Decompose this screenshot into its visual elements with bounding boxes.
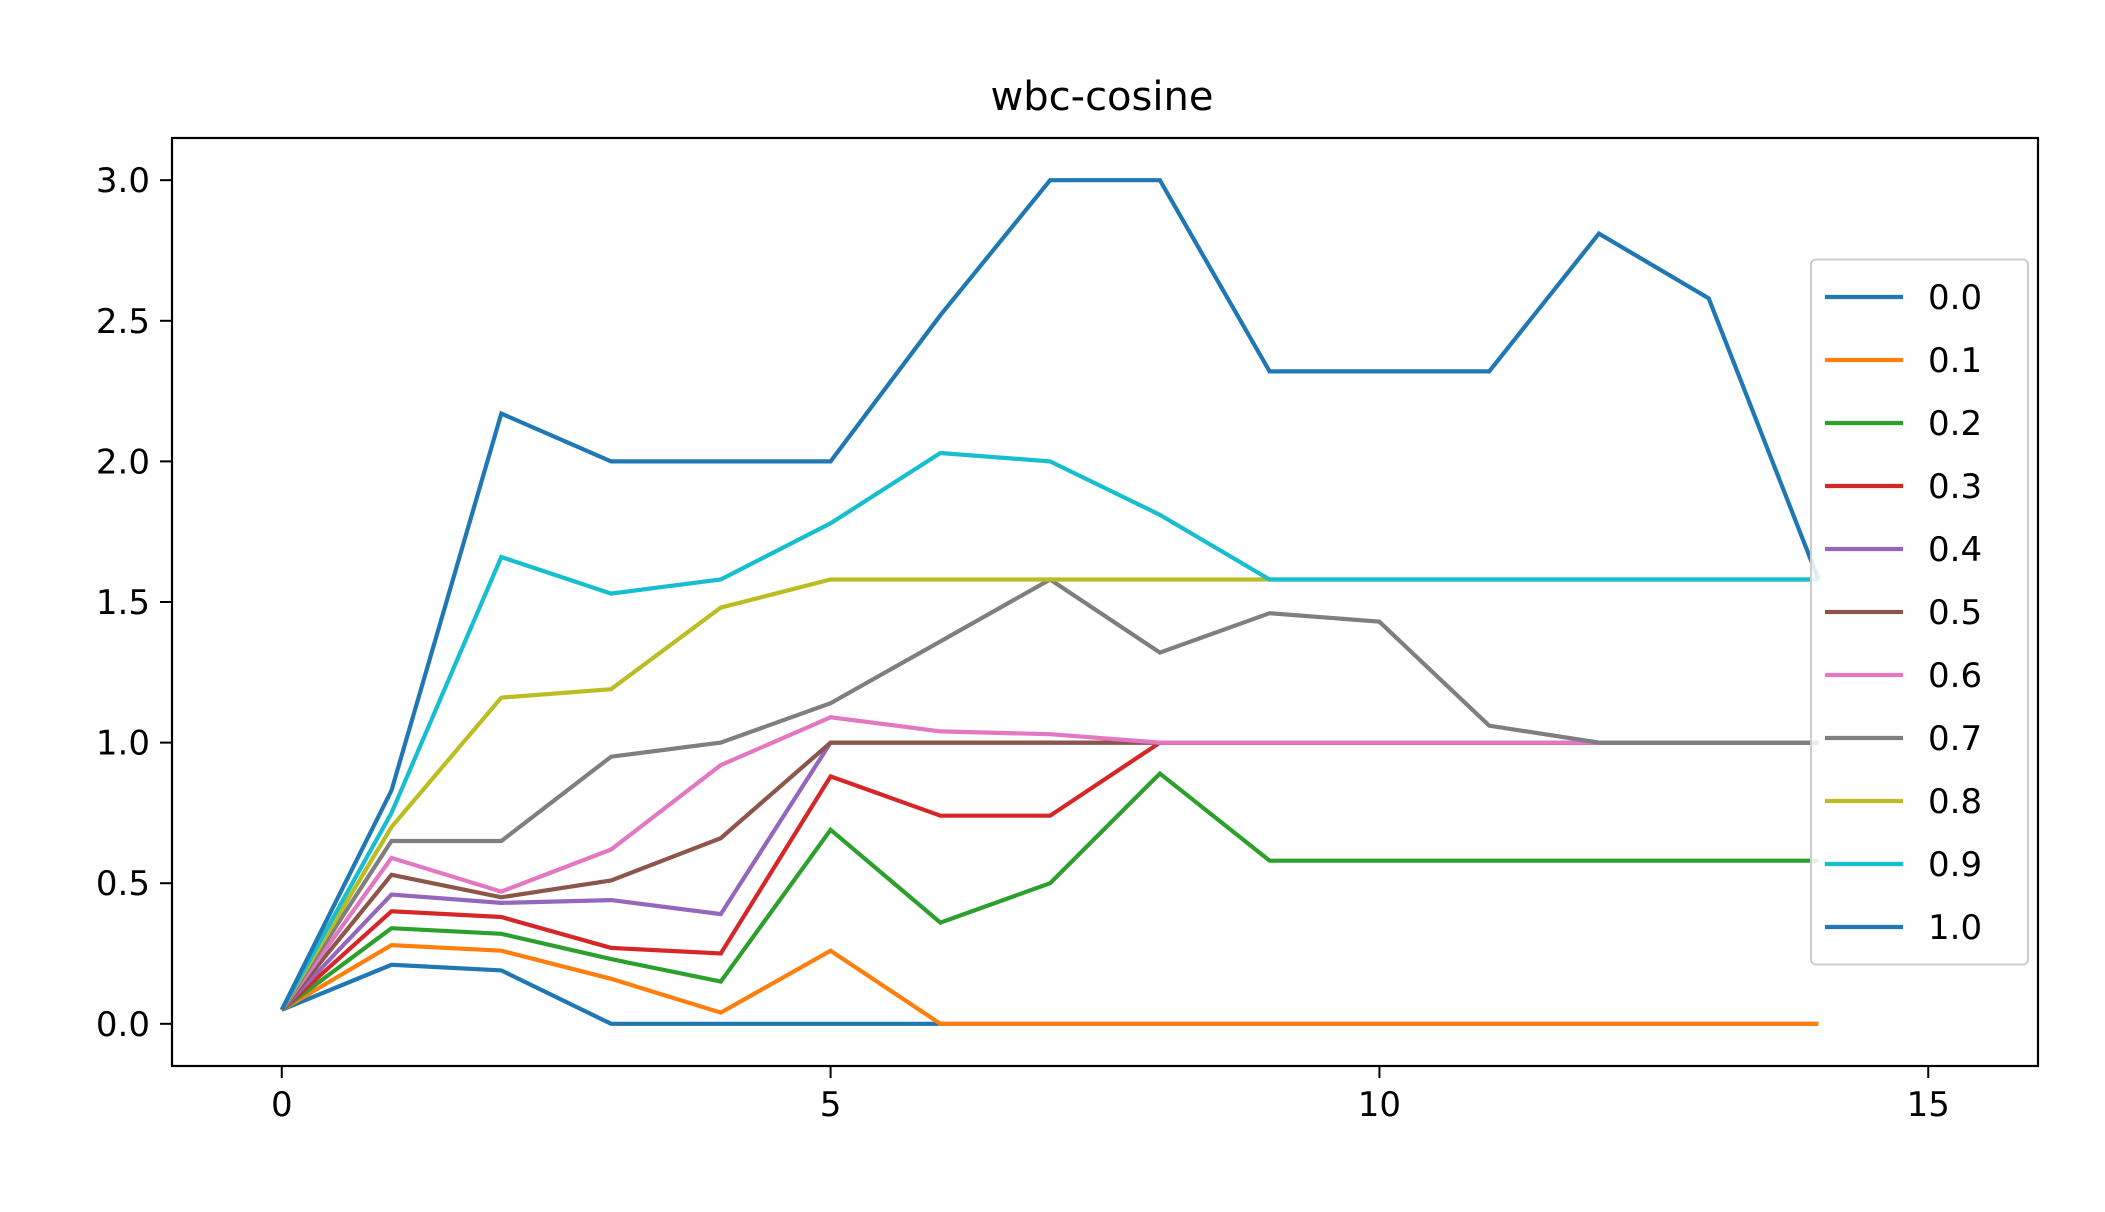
- plot-area: [172, 138, 2038, 1066]
- legend-entry: 0.2: [1825, 404, 1982, 444]
- x-tick-label: 15: [1907, 1085, 1950, 1125]
- series-line-2: [280, 770, 1819, 1012]
- series-line-6: [280, 715, 1819, 1012]
- y-tick-label: 1.5: [96, 583, 150, 623]
- y-tick-label: 3.0: [96, 161, 150, 201]
- legend-box: [1810, 258, 2029, 966]
- y-tick-label: 2.5: [96, 302, 150, 342]
- legend-entry: 0.3: [1825, 467, 1982, 507]
- legend-label: 0.4: [1928, 530, 1982, 570]
- series-line-9: [279, 450, 1819, 1011]
- legend-entry: 0.1: [1825, 341, 1982, 381]
- legend-label: 0.5: [1928, 593, 1982, 633]
- legend-entry: 0.9: [1825, 845, 1982, 885]
- legend-label: 0.0: [1928, 278, 1982, 318]
- legend-entry: 0.6: [1825, 656, 1982, 696]
- legend-label: 0.8: [1928, 782, 1982, 822]
- y-axis: 0.0 0.5 1.0 1.5 2.0 2.5 3.0: [96, 161, 172, 1045]
- legend-entry: 1.0: [1825, 908, 1982, 948]
- legend-entry: 0.8: [1825, 782, 1982, 822]
- legend-entry: 0.5: [1825, 593, 1982, 633]
- series-line-1: [280, 942, 1819, 1026]
- legend-label: 0.7: [1928, 719, 1982, 759]
- legend-label: 0.3: [1928, 467, 1982, 507]
- legend-entry: 0.4: [1825, 530, 1982, 570]
- series-line-10: [279, 178, 1821, 1011]
- legend-entry: 0.0: [1825, 278, 1982, 318]
- legend-label: 0.6: [1928, 656, 1982, 696]
- y-tick-label: 1.0: [96, 724, 150, 764]
- legend-label: 0.2: [1928, 404, 1982, 444]
- series-layer: [279, 178, 1821, 1026]
- y-tick-label: 0.0: [96, 1005, 150, 1045]
- legend-label: 1.0: [1928, 908, 1982, 948]
- legend: 0.0 0.1 0.2 0.3 0.4 0.5 0.6 0.7 0.8 0.9 1.0: [1810, 258, 2029, 966]
- y-tick-label: 0.5: [96, 864, 150, 904]
- x-tick-label: 10: [1358, 1085, 1401, 1125]
- legend-label: 0.1: [1928, 341, 1982, 381]
- x-tick-label: 5: [820, 1085, 842, 1125]
- x-axis: 0 5 10 15: [271, 1066, 1950, 1125]
- y-tick-label: 2.0: [96, 442, 150, 482]
- legend-entry: 0.7: [1825, 719, 1982, 759]
- x-tick-label: 0: [271, 1085, 293, 1125]
- chart-title: wbc-cosine: [991, 74, 1214, 120]
- legend-label: 0.9: [1928, 845, 1982, 885]
